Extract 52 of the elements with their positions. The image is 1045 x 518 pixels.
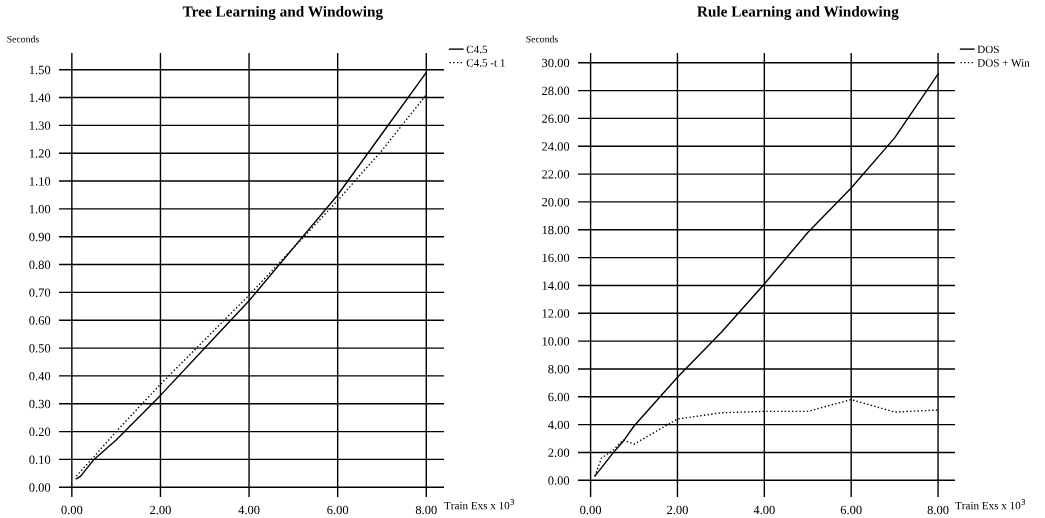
y-tick-label: 24.00	[542, 142, 570, 151]
x-tick-label: 8.00	[415, 505, 437, 515]
y-tick-label: 14.00	[542, 281, 570, 290]
y-tick-label: 0.60	[29, 316, 51, 325]
x-tick-label: 2.00	[667, 505, 688, 515]
y-tick-label: 0.40	[29, 371, 51, 381]
x-tick-label: 8.00	[927, 505, 949, 515]
y-tick-label: 12.00	[542, 309, 570, 318]
y-tick-label: 30.00	[542, 58, 570, 68]
legend-label: DOS + Win	[977, 59, 1030, 67]
x-tick-label: 0.00	[61, 505, 83, 515]
y-tick-label: 0.00	[548, 476, 570, 485]
x-axis-title: Train Exs x 10$^{3}$	[444, 499, 515, 510]
legend-label: C4.5 -t 1	[466, 59, 505, 67]
chart-title: Rule Learning and Windowing	[697, 6, 899, 20]
y-tick-label: 8.00	[548, 364, 570, 374]
y-tick-label: 6.00	[548, 392, 570, 402]
x-tick-label: 6.00	[327, 505, 349, 515]
y-tick-label: 18.00	[542, 225, 570, 235]
y-tick-label: 20.00	[542, 197, 570, 207]
x-tick-label: 4.00	[238, 505, 260, 515]
y-tick-label: 10.00	[542, 337, 570, 346]
y-tick-label: 1.40	[29, 93, 51, 103]
y-axis-title: Seconds	[526, 35, 558, 43]
y-tick-label: 0.10	[29, 455, 51, 464]
y-tick-label: 1.30	[29, 121, 51, 130]
chart-title: Tree Learning and Windowing	[182, 6, 383, 20]
x-tick-label: 2.00	[150, 505, 171, 515]
y-tick-label: 0.90	[29, 232, 51, 242]
y-tick-label: 0.30	[29, 399, 51, 409]
y-tick-label: 26.00	[542, 114, 570, 123]
x-axis-title: Train Exs x 10$^{3}$	[955, 499, 1026, 510]
x-tick-label: 4.00	[753, 505, 775, 515]
y-tick-label: 2.00	[548, 448, 570, 457]
legend-label: C4.5	[466, 45, 488, 54]
y-tick-label: 0.20	[29, 427, 51, 437]
x-tick-label: 0.00	[580, 505, 602, 515]
legend-label: DOS	[977, 45, 999, 54]
y-tick-label: 0.70	[29, 288, 51, 297]
y-tick-label: 0.80	[29, 260, 51, 270]
y-axis-title: Seconds	[7, 35, 39, 43]
y-tick-label: 1.00	[29, 204, 51, 214]
y-tick-label: 0.50	[29, 344, 51, 353]
x-tick-label: 6.00	[840, 505, 862, 515]
y-tick-label: 1.50	[29, 65, 51, 75]
y-tick-label: 1.10	[29, 177, 51, 186]
y-tick-label: 22.00	[542, 170, 570, 179]
y-tick-label: 4.00	[548, 420, 570, 430]
y-tick-label: 28.00	[542, 86, 570, 96]
y-tick-label: 0.00	[29, 483, 51, 492]
y-tick-label: 16.00	[542, 253, 570, 263]
y-tick-label: 1.20	[29, 149, 51, 158]
